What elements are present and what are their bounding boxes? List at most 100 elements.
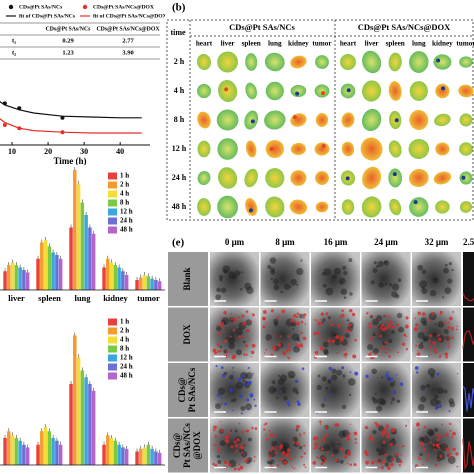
fluorescence (224, 402, 228, 406)
fluorescence (238, 422, 241, 425)
fluorescence (398, 314, 400, 316)
fluorescence (422, 347, 424, 349)
organ-image (433, 54, 452, 70)
fluorescence (405, 348, 409, 351)
legend-label: 2 h (120, 327, 129, 335)
fluorescence (383, 430, 387, 434)
fluorescence (323, 398, 327, 401)
surface-plot (463, 363, 474, 417)
texture (270, 269, 276, 275)
surface-plot (463, 252, 474, 306)
fluorescence (288, 404, 291, 407)
fluorescence (254, 427, 258, 430)
texture (300, 259, 303, 262)
fluorescence (365, 460, 370, 465)
fluorescence (394, 452, 399, 457)
texture (235, 381, 244, 390)
fluorescence (251, 426, 254, 430)
fluorescence (263, 428, 266, 431)
fluorescence (281, 309, 286, 314)
texture (433, 427, 439, 433)
texture (283, 396, 288, 401)
fluorescence (421, 389, 424, 392)
fluorescence (262, 325, 266, 329)
fluorescence (281, 451, 286, 455)
fluorescence (444, 433, 449, 437)
texture (322, 318, 326, 322)
fluorescence (341, 366, 345, 370)
texture (338, 430, 346, 438)
fluorescence (340, 336, 345, 340)
texture (371, 368, 378, 375)
fluorescence (370, 351, 372, 354)
texture (321, 376, 327, 382)
fluorescence (347, 451, 351, 456)
legend-label: 12 h (120, 354, 133, 362)
texture (417, 403, 425, 411)
fluorescence (266, 329, 268, 332)
texture (340, 288, 347, 295)
fluorescence (344, 352, 348, 356)
texture (296, 267, 304, 276)
texture (217, 387, 226, 395)
fluorescence (271, 446, 275, 450)
legend-label: CDs@Pt SAs/NCs (19, 4, 63, 10)
fluorescence (269, 433, 274, 438)
organ-image (265, 139, 284, 159)
texture (292, 387, 298, 393)
fluorescence (276, 316, 280, 319)
fluorescence (279, 390, 282, 393)
fluorescence (437, 337, 442, 342)
fluorescence (383, 326, 386, 330)
fluorescence (349, 423, 351, 425)
bar (102, 267, 106, 290)
texture (228, 342, 235, 350)
fluorescence (230, 312, 233, 315)
fluorescence (426, 454, 430, 457)
bar (47, 246, 52, 290)
fluorescence (296, 400, 300, 403)
fluorescence (395, 443, 398, 446)
texture (298, 313, 304, 319)
texture (240, 405, 246, 411)
texture (316, 384, 322, 391)
bar (157, 281, 162, 290)
fluorescence (291, 465, 294, 468)
texture (372, 347, 379, 355)
texture (321, 321, 324, 324)
texture (391, 397, 395, 402)
texture (279, 374, 288, 382)
fluorescence (297, 443, 300, 446)
texture (244, 282, 252, 290)
texture (396, 399, 401, 404)
bar (7, 265, 11, 290)
organ-image (217, 195, 238, 219)
bar (14, 265, 19, 290)
fluorescence (438, 404, 442, 409)
texture (235, 349, 243, 356)
fluorescence (220, 421, 222, 423)
fluorescence (429, 354, 431, 356)
fluorescence (378, 457, 381, 460)
texture (291, 333, 300, 342)
fluorescence (380, 466, 384, 470)
organ-image (264, 52, 285, 72)
texture (379, 448, 386, 455)
bar (47, 431, 52, 465)
fluorescence (239, 394, 243, 398)
bar (25, 447, 30, 465)
texture (331, 368, 337, 374)
texture (420, 384, 426, 391)
fluorescence (354, 371, 359, 376)
fluorescence (237, 468, 241, 471)
row-label-bg (168, 363, 208, 417)
fluorescence (253, 456, 256, 458)
fluorescence (228, 463, 232, 467)
texture (381, 376, 384, 379)
table-cell: t₂ (12, 49, 16, 56)
fluorescence (245, 310, 249, 313)
row-label-bg (168, 307, 208, 362)
fluorescence (379, 326, 383, 330)
fluorescence (224, 339, 228, 343)
texture (392, 438, 395, 441)
